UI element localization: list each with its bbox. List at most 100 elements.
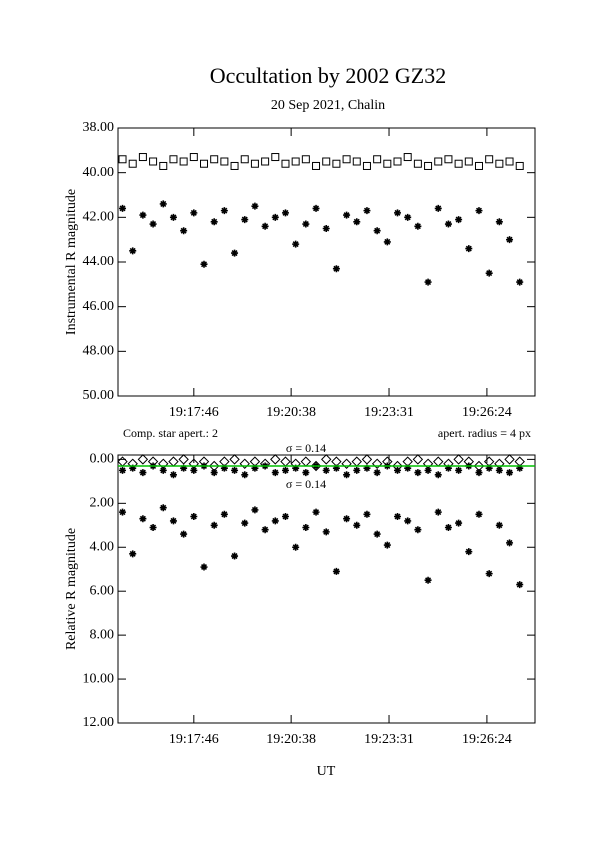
data-point <box>229 454 240 465</box>
data-point <box>332 567 340 575</box>
data-point <box>301 155 310 164</box>
data-point <box>353 466 361 474</box>
data-point <box>291 157 300 166</box>
data-point <box>414 222 422 230</box>
y-tick-label: 6.00 <box>90 583 115 598</box>
data-point <box>434 204 442 212</box>
annotation: Comp. star apert.: 2 <box>123 426 218 440</box>
y-tick-label: 4.00 <box>90 539 115 554</box>
data-point <box>119 204 127 212</box>
data-point <box>281 513 289 521</box>
data-point <box>271 517 279 525</box>
data-point <box>453 454 464 465</box>
data-point <box>404 517 412 525</box>
data-point <box>332 265 340 273</box>
data-point <box>210 218 218 226</box>
data-point <box>412 454 424 465</box>
data-point <box>281 159 290 168</box>
data-point <box>506 539 514 547</box>
data-point <box>403 153 412 162</box>
data-point <box>261 157 270 166</box>
data-point <box>475 207 483 215</box>
data-point <box>474 161 483 170</box>
data-point <box>118 155 127 164</box>
data-point <box>302 523 310 531</box>
data-point <box>250 159 259 168</box>
data-point <box>119 508 127 516</box>
data-point <box>394 513 402 521</box>
data-point <box>371 458 383 469</box>
data-point <box>506 469 514 477</box>
data-point <box>129 550 137 558</box>
data-point <box>271 469 279 477</box>
data-point <box>292 240 300 248</box>
data-point <box>251 202 259 210</box>
x-tick-label: 19:23:31 <box>364 405 414 420</box>
data-point <box>200 260 208 268</box>
data-point <box>343 471 351 479</box>
data-point <box>230 161 239 170</box>
data-point <box>220 464 228 472</box>
data-point <box>220 157 229 166</box>
data-point <box>504 454 515 465</box>
data-point <box>444 155 453 164</box>
x-tick-label: 19:26:24 <box>462 405 512 420</box>
data-point <box>455 519 463 527</box>
data-point <box>159 200 167 208</box>
y-tick-label: 42.00 <box>83 210 115 225</box>
data-point <box>179 157 188 166</box>
data-point <box>516 581 524 589</box>
data-point <box>149 157 158 166</box>
data-point <box>424 576 432 584</box>
y-tick-label: 48.00 <box>83 344 115 359</box>
data-point <box>485 570 493 578</box>
data-point <box>180 464 188 472</box>
plot-frame <box>117 454 536 724</box>
data-point <box>251 506 259 514</box>
data-point <box>302 469 310 477</box>
data-point <box>138 153 147 162</box>
data-point <box>351 456 362 467</box>
data-point <box>455 216 463 224</box>
data-point <box>516 278 524 286</box>
data-point <box>363 464 371 472</box>
data-point <box>270 454 281 465</box>
data-point <box>281 466 289 474</box>
data-point <box>300 456 312 467</box>
y-tick-label: 46.00 <box>83 299 115 314</box>
data-point <box>200 563 208 571</box>
data-point <box>180 227 188 235</box>
data-point <box>362 161 371 170</box>
data-point <box>159 466 167 474</box>
data-point <box>383 159 392 168</box>
data-point <box>414 526 422 534</box>
data-point <box>190 209 198 217</box>
data-point <box>341 458 352 469</box>
data-point <box>139 469 147 477</box>
data-point <box>353 521 361 529</box>
data-point <box>190 513 198 521</box>
data-point <box>343 515 351 523</box>
data-point <box>363 510 371 518</box>
data-point <box>495 466 503 474</box>
data-point <box>434 157 443 166</box>
data-point <box>210 521 218 529</box>
data-point <box>424 161 433 170</box>
data-point <box>240 155 249 164</box>
y-tick-label: 40.00 <box>83 165 115 180</box>
data-point <box>404 213 412 221</box>
y-tick-label: 12.00 <box>83 715 115 730</box>
data-point <box>485 464 493 472</box>
data-point <box>137 454 149 465</box>
data-point <box>231 249 239 257</box>
data-point <box>231 466 239 474</box>
data-point <box>271 213 279 221</box>
x-tick-label: 19:20:38 <box>266 732 316 747</box>
data-point <box>129 464 137 472</box>
data-point <box>394 209 402 217</box>
data-point <box>373 155 382 164</box>
data-point <box>322 225 330 232</box>
data-point <box>241 519 249 527</box>
data-point <box>292 464 300 472</box>
data-point <box>505 157 514 166</box>
